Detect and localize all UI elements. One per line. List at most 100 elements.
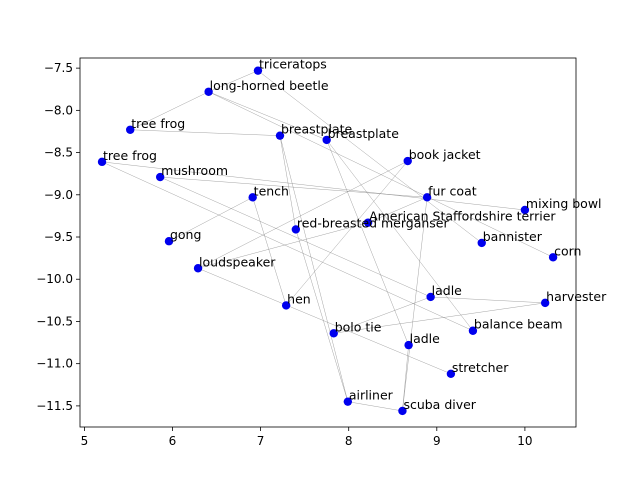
edge-line bbox=[333, 296, 431, 334]
edge-line bbox=[347, 401, 403, 412]
edge-line bbox=[295, 229, 349, 402]
edge-line bbox=[168, 197, 253, 242]
x-tick-label: 7 bbox=[257, 434, 265, 448]
data-point bbox=[477, 238, 486, 248]
edge-line bbox=[402, 197, 428, 411]
point-label: American Staffordshire terrier bbox=[369, 209, 556, 224]
edge-line bbox=[208, 91, 327, 141]
data-point bbox=[422, 193, 432, 202]
data-point bbox=[446, 369, 456, 379]
y-tick-label: −11.0 bbox=[36, 357, 73, 371]
points-layer bbox=[97, 66, 558, 416]
data-point bbox=[248, 193, 257, 202]
y-tick-label: −7.5 bbox=[44, 61, 73, 75]
axes-frame bbox=[79, 57, 577, 428]
point-label: ladle bbox=[410, 331, 441, 346]
data-point bbox=[363, 218, 373, 227]
x-tick-label: 5 bbox=[81, 434, 89, 448]
point-label: fur coat bbox=[428, 183, 477, 198]
point-label: scuba diver bbox=[403, 397, 476, 412]
data-point bbox=[426, 292, 435, 302]
edge-line bbox=[160, 176, 428, 198]
point-label: loudspeaker bbox=[199, 254, 276, 269]
point-label: tree frog bbox=[131, 116, 185, 131]
x-tick-label: 8 bbox=[345, 434, 353, 448]
edge-line bbox=[402, 345, 409, 411]
edge-line bbox=[101, 161, 525, 211]
x-tick-label: 6 bbox=[169, 434, 177, 448]
data-point bbox=[253, 66, 263, 75]
point-label: airliner bbox=[349, 388, 394, 403]
data-point bbox=[540, 298, 550, 308]
x-tick-label: 10 bbox=[517, 434, 532, 448]
edge-line bbox=[326, 139, 409, 346]
data-point bbox=[322, 135, 331, 145]
point-label: harvester bbox=[546, 289, 607, 304]
data-point bbox=[97, 157, 107, 167]
edge-line bbox=[197, 160, 408, 269]
y-tick-label: −8.5 bbox=[44, 146, 73, 160]
point-label: gong bbox=[170, 227, 201, 242]
y-axis-ticks: −7.5 −8.0 −8.5 −9.0 −9.5 −10.0 −10.5 −11.0 −11.5 bbox=[36, 61, 80, 413]
edge-line bbox=[279, 135, 349, 402]
point-label: bolo tie bbox=[335, 319, 382, 334]
point-label: triceratops bbox=[259, 57, 327, 72]
point-label: tench bbox=[254, 183, 289, 198]
edge-line bbox=[197, 222, 369, 269]
x-tick-label: 9 bbox=[433, 434, 441, 448]
point-label: red-breasted merganser bbox=[297, 215, 450, 230]
y-tick-label: −11.5 bbox=[36, 399, 73, 413]
edge-line bbox=[285, 160, 408, 306]
y-tick-label: −9.0 bbox=[44, 188, 73, 202]
data-point bbox=[403, 156, 412, 166]
edge-line bbox=[101, 161, 474, 331]
point-label: mixing bowl bbox=[526, 196, 602, 211]
edge-line bbox=[257, 70, 482, 244]
point-label: hen bbox=[287, 291, 311, 306]
data-point bbox=[398, 406, 407, 416]
edge-line bbox=[197, 268, 451, 375]
point-label: ladle bbox=[432, 283, 463, 298]
data-point bbox=[468, 326, 478, 335]
edges-layer bbox=[101, 70, 554, 412]
point-label: book jacket bbox=[409, 147, 481, 162]
y-tick-label: −9.5 bbox=[44, 230, 73, 244]
data-point bbox=[164, 237, 174, 246]
point-label: tree frog bbox=[103, 148, 157, 163]
data-point bbox=[155, 172, 165, 182]
edge-line bbox=[279, 135, 297, 230]
data-point bbox=[291, 225, 301, 234]
point-label: mushroom bbox=[161, 163, 228, 178]
data-point bbox=[548, 253, 558, 262]
data-point bbox=[193, 264, 203, 273]
y-tick-label: −10.0 bbox=[36, 272, 73, 286]
point-labels-layer: triceratops long-horned beetle tree frog br… bbox=[103, 57, 607, 412]
data-point bbox=[520, 205, 530, 215]
point-label: bannister bbox=[483, 229, 543, 244]
point-label: corn bbox=[554, 243, 581, 258]
point-label: balance beam bbox=[474, 317, 563, 332]
data-point bbox=[204, 87, 213, 96]
data-point bbox=[343, 397, 353, 406]
edge-line bbox=[252, 197, 287, 306]
edge-line bbox=[333, 302, 546, 334]
data-point bbox=[281, 301, 291, 310]
data-point bbox=[329, 329, 338, 338]
point-label: breastplate bbox=[328, 126, 400, 141]
edge-line bbox=[160, 176, 431, 298]
point-label: stretcher bbox=[452, 360, 509, 375]
x-axis-ticks: 5 6 7 8 9 10 bbox=[81, 427, 533, 448]
data-point bbox=[404, 340, 413, 350]
edge-line bbox=[430, 296, 546, 304]
point-label: breastplate bbox=[281, 122, 353, 137]
data-point bbox=[275, 131, 285, 140]
edge-line bbox=[367, 197, 428, 223]
data-point bbox=[126, 125, 135, 134]
edge-line bbox=[326, 139, 474, 331]
edge-line bbox=[208, 70, 259, 93]
point-label: long-horned beetle bbox=[210, 78, 329, 93]
y-tick-label: −10.5 bbox=[36, 314, 73, 328]
y-tick-label: −8.0 bbox=[44, 103, 73, 117]
